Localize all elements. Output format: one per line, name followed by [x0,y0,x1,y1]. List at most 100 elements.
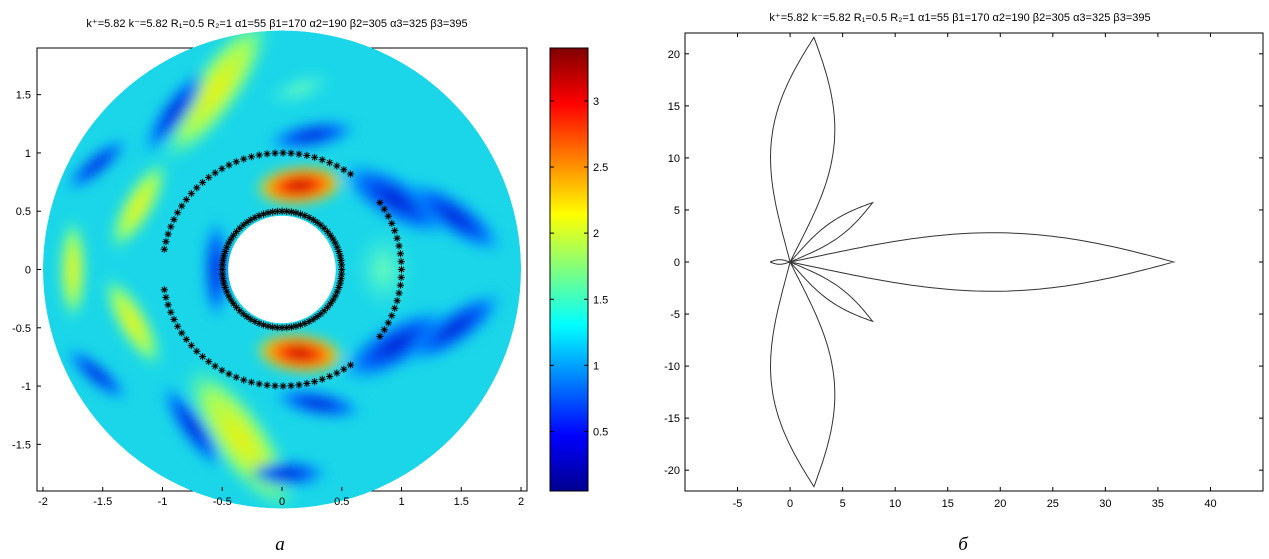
x-tick-label: 10 [889,498,901,510]
y-tick-label: 15 [668,101,680,113]
star-marker [264,209,271,216]
star-marker [205,174,212,181]
star-marker [311,154,318,161]
pattern-panel: k⁺=5.82 k⁻=5.82 R₁=0.5 R₂=1 α1=55 β1=170… [664,12,1263,555]
colorbar-tick-label: 2 [593,228,599,240]
star-marker [162,238,169,245]
colorbar-tick-label: 3 [593,96,599,108]
star-marker [297,210,304,217]
x-tick-label: 1 [398,496,404,508]
x-tick-label: -2 [38,496,48,508]
star-marker [340,166,347,173]
x-tick-label: 30 [1099,498,1111,510]
x-tick-label: -0.5 [213,496,232,508]
colorbar-tick-label: 1.5 [593,294,608,306]
pattern-axes-box [685,33,1263,491]
star-marker [188,190,195,197]
heatmap-panel: k⁺=5.82 k⁻=5.82 R₁=0.5 R₂=1 α1=55 β1=170… [12,0,527,555]
x-tick-label: 20 [994,498,1006,510]
star-marker [263,382,270,389]
y-tick-label: 0.5 [16,206,31,218]
y-tick-label: 5 [674,205,680,217]
x-tick-label: 25 [1047,498,1059,510]
colorbar-tick-label: 0.5 [593,426,608,438]
x-tick-label: 35 [1152,498,1164,510]
star-marker [292,323,299,330]
star-marker [170,216,177,223]
star-marker [256,151,263,158]
y-tick-label: -1 [21,381,31,393]
field-blob [202,216,231,324]
star-marker [279,382,286,389]
star-marker [212,363,219,370]
star-marker [303,380,310,387]
x-tick-label: 2 [518,496,524,508]
x-tick-label: 0 [787,498,793,510]
heatmap-title: k⁺=5.82 k⁻=5.82 R₁=0.5 R₂=1 α1=55 β1=170… [86,18,467,30]
colorbar: 3 2.5 2 1.5 1 0.5 [550,48,608,491]
field-blob [59,216,88,324]
star-marker [326,373,333,380]
x-tick-label: 0 [279,496,285,508]
star-marker [248,153,255,160]
y-tick-label: 20 [668,49,680,61]
colorbar-gradient [550,48,588,491]
star-marker [233,158,240,165]
star-marker [295,151,302,158]
star-marker [333,162,340,169]
y-tick-label: 0 [25,265,31,277]
star-marker [240,376,247,383]
star-marker [165,301,172,308]
star-marker [193,348,200,355]
star-marker [279,149,286,156]
colorbar-tick-label: 1 [593,360,599,372]
y-tick-label: 10 [668,153,680,165]
star-marker [340,366,347,373]
star-marker [225,161,232,168]
y-tick-label: 1 [25,148,31,160]
panel-b-caption: б [958,534,969,555]
star-marker [240,155,247,162]
star-marker [333,369,340,376]
star-marker [391,227,398,234]
star-marker [199,179,206,186]
star-marker [167,223,174,230]
x-tick-label: 1.5 [454,496,469,508]
star-marker [394,297,401,304]
star-marker [319,156,326,163]
y-tick-label: -0.5 [12,323,31,335]
x-tick-label: 5 [840,498,846,510]
star-marker [398,274,405,281]
pattern-title: k⁺=5.82 k⁻=5.82 R₁=0.5 R₂=1 α1=55 β1=170… [769,12,1150,24]
star-marker [212,169,219,176]
y-tick-label: -10 [664,361,680,373]
star-marker [188,342,195,349]
y-tick-label: -5 [670,309,680,321]
y-tick-label: -1.5 [12,439,31,451]
y-tick-label: -15 [664,413,680,425]
star-marker [397,250,404,257]
star-marker [388,220,395,227]
star-marker [165,231,172,238]
star-marker [174,323,181,330]
star-marker [326,159,333,166]
star-marker [183,196,190,203]
star-marker [338,270,345,277]
y-tick-label: -20 [664,465,680,477]
star-marker [183,336,190,343]
x-tick-label: 40 [1204,498,1216,510]
star-marker [398,258,405,265]
colorbar-tick-label: 2.5 [593,162,608,174]
x-tick-label: -5 [733,498,743,510]
x-tick-label: 15 [942,498,954,510]
x-tick-label: -1 [158,496,168,508]
star-marker [394,235,401,242]
x-tick-label: 0.5 [334,496,349,508]
star-marker [263,150,270,157]
star-marker [193,184,200,191]
star-marker [178,329,185,336]
panel-a-caption: а [275,534,285,555]
star-marker [271,150,278,157]
y-tick-label: 1.5 [16,90,31,102]
